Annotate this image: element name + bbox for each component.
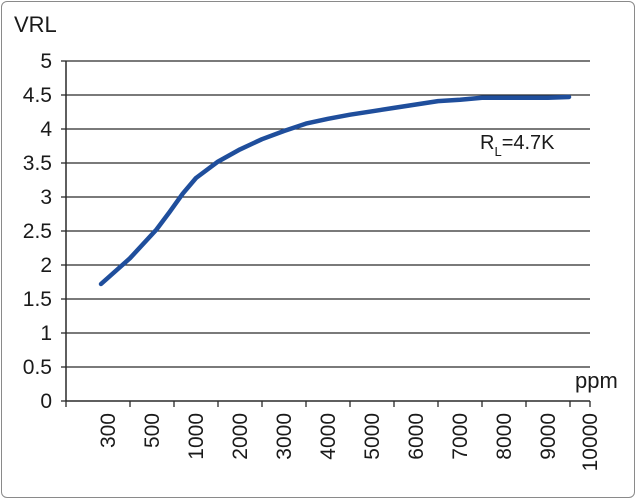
x-tick-label: 2000	[229, 413, 252, 460]
y-tick-label: 4	[40, 118, 52, 141]
x-tick-label: 300	[97, 413, 120, 448]
y-tick-label: 0	[40, 390, 52, 413]
axes	[61, 60, 591, 407]
line-chart: 0 0.5 1 1.5 2 2.5 3 3.5 4 4.5 5 300 500 1000 2000 3000…	[14, 12, 618, 471]
y-tick-label: 3.5	[23, 152, 52, 175]
y-tick-labels: 0 0.5 1 1.5 2 2.5 3 3.5 4 4.5 5	[23, 50, 53, 413]
x-tick-label: 6000	[405, 413, 428, 460]
x-tick-label: 500	[141, 413, 164, 448]
y-tick-label: 3	[40, 186, 52, 209]
x-tick-label: 10000	[579, 413, 602, 471]
y-axis-title: VRL	[14, 12, 57, 37]
y-tick-label: 4.5	[23, 84, 52, 107]
load-resistance-annotation: RL=4.7K	[480, 132, 555, 159]
y-tick-label: 1	[40, 322, 52, 345]
y-tick-label: 5	[40, 50, 52, 73]
y-tick-label: 0.5	[23, 356, 52, 379]
x-tick-label: 1000	[185, 413, 208, 460]
x-axis-title: ppm	[575, 368, 618, 393]
x-tick-label: 8000	[493, 413, 516, 460]
x-tick-label: 4000	[317, 413, 340, 460]
annotation-value: =4.7K	[502, 132, 555, 154]
annotation-main: R	[480, 132, 494, 154]
grid-lines	[66, 60, 590, 368]
x-tick-labels: 300 500 1000 2000 3000 4000 5000 6000 7000 8000 90…	[97, 413, 602, 471]
x-tick-label: 3000	[273, 413, 296, 460]
annotation-subscript: L	[494, 144, 501, 159]
y-tick-label: 1.5	[23, 288, 52, 311]
x-tick-label: 5000	[361, 413, 384, 460]
x-tick-label: 9000	[537, 413, 560, 460]
y-tick-label: 2.5	[23, 220, 52, 243]
y-tick-label: 2	[40, 254, 52, 277]
series-line	[98, 94, 572, 287]
x-tick-label: 7000	[449, 413, 472, 460]
